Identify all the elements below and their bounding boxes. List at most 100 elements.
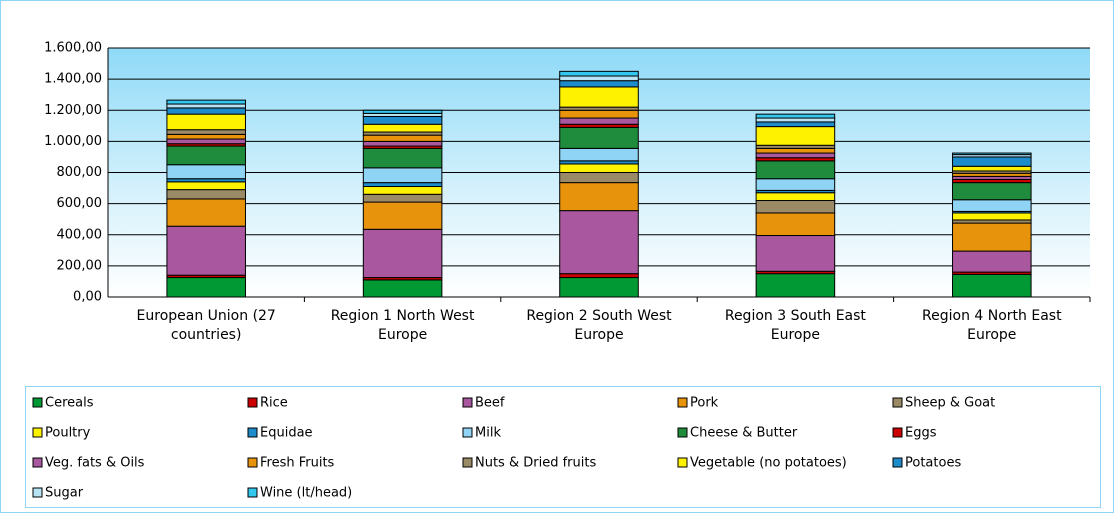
bar-segment (362, 115, 443, 125)
legend-swatch (892, 427, 903, 438)
bar-segment (952, 250, 1032, 273)
bar-segment (559, 86, 639, 108)
bar-segment (952, 182, 1032, 201)
bar-segment (166, 113, 246, 131)
bar-segment (166, 225, 246, 276)
bar-segment (559, 126, 639, 149)
y-tick-label: 800,00 (57, 165, 103, 180)
bar-segment (755, 160, 836, 180)
legend-label: Vegetable (no potatoes) (690, 456, 847, 471)
bar-segment (755, 117, 836, 123)
bar-segment (755, 147, 836, 154)
x-tick-label: Region 2 South West Europe (526, 308, 672, 343)
legend-label: Equidae (260, 426, 313, 441)
bar-segment (166, 103, 246, 109)
legend-label: Sheep & Goat (905, 396, 995, 411)
bar-segment (755, 273, 836, 298)
bar-segment (559, 109, 639, 119)
legend-swatch (892, 457, 903, 468)
bar-segment (559, 147, 639, 162)
bar-segment (362, 186, 443, 195)
bar-segment (755, 126, 836, 146)
legend-swatch (247, 487, 258, 498)
bar-segment (166, 133, 246, 140)
bar-segment (166, 189, 246, 200)
bar-segment (559, 277, 639, 298)
legend-swatch (32, 487, 43, 498)
bar-segment (559, 117, 639, 125)
legend-swatch (677, 397, 688, 408)
legend-swatch (247, 457, 258, 468)
x-tick-label: Region 3 South East Europe (724, 308, 866, 343)
bar-segment (166, 198, 246, 227)
bar-segment (952, 199, 1032, 212)
bar-segment (166, 99, 246, 105)
bar-segment (952, 273, 1032, 298)
y-tick-label: 0,00 (73, 290, 102, 305)
bar-segment (952, 165, 1032, 172)
legend-swatch (462, 397, 473, 408)
legend-swatch (677, 427, 688, 438)
y-tick-label: 200,00 (57, 258, 103, 273)
bar-segment (952, 156, 1032, 167)
bar-segment (559, 75, 639, 82)
y-tick-label: 1.400,00 (44, 72, 102, 87)
bar-segment (362, 228, 443, 279)
y-tick-label: 400,00 (57, 227, 103, 242)
legend-label: Wine (lt/head) (260, 486, 352, 501)
bar-segment (166, 181, 246, 191)
legend-label: Cheese & Butter (690, 426, 798, 441)
legend-label: Fresh Fruits (260, 456, 335, 471)
legend-swatch (32, 397, 43, 408)
y-tick-label: 1.200,00 (44, 103, 102, 118)
bar-segment (362, 134, 443, 142)
bar-segment (755, 235, 836, 272)
bar-segment (952, 212, 1032, 221)
y-tick-label: 600,00 (57, 196, 103, 211)
bar-segment (166, 107, 246, 115)
bar-segment (755, 121, 836, 128)
bar-segment (755, 178, 836, 191)
x-tick-label: European Union (27 countries) (136, 308, 276, 343)
legend-label: Poultry (45, 426, 91, 441)
bar-segment (166, 164, 246, 180)
bar-segment (755, 152, 836, 159)
bar-segment (362, 193, 443, 203)
bar-segment (362, 147, 443, 169)
bar-segment (559, 70, 639, 77)
bar-segment (166, 277, 246, 298)
bar-segment (362, 182, 443, 188)
bar-segment (362, 140, 443, 147)
legend-label: Pork (690, 396, 719, 411)
y-tick-label: 1.000,00 (44, 134, 102, 149)
legend-label: Potatoes (905, 456, 961, 471)
bar-segment (952, 222, 1032, 252)
x-tick-label: Region 4 North East Europe (922, 308, 1062, 343)
legend-swatch (247, 397, 258, 408)
bar-segment (755, 113, 836, 119)
legend-swatch (32, 427, 43, 438)
legend-label: Milk (475, 426, 501, 441)
bar-segment (362, 279, 443, 298)
legend-label: Beef (475, 396, 505, 411)
x-tick-label: Region 1 North West Europe (330, 308, 475, 343)
legend-swatch (247, 427, 258, 438)
bar-segment (559, 172, 639, 184)
legend-swatch (32, 457, 43, 468)
legend-label: Nuts & Dried fruits (475, 456, 596, 471)
bar-segment (362, 123, 443, 133)
bar-segment (755, 200, 836, 214)
legend-label: Veg. fats & Oils (45, 456, 145, 471)
legend-label: Sugar (45, 486, 84, 501)
legend-swatch (462, 427, 473, 438)
bar-segment (559, 80, 639, 88)
bar-segment (362, 167, 443, 184)
legend (25, 386, 1101, 508)
bar-segment (559, 273, 639, 279)
bar-segment (362, 109, 443, 114)
legend-label: Cereals (45, 396, 94, 411)
legend-swatch (677, 457, 688, 468)
legend-swatch (462, 457, 473, 468)
